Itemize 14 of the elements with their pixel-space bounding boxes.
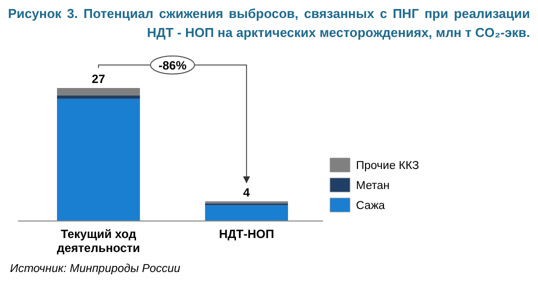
text: -86% bbox=[158, 58, 187, 72]
annotation: 27 bbox=[92, 72, 106, 86]
bar bbox=[57, 95, 140, 99]
legend-label: Прочие ККЗ bbox=[356, 160, 420, 172]
bar bbox=[205, 205, 288, 221]
x-tick-label: НДТ-НОП bbox=[218, 227, 274, 241]
annotation: 4 bbox=[243, 185, 250, 200]
x-tick-label: Текущий ход деятельности bbox=[56, 227, 140, 255]
chart-title: Рисунок 3. Потенциал сжижения выбросов, связанных с ПНГ при реализации НДТ - НОП на арктических месторождениях, млн т CO₂-экв. bbox=[8, 5, 530, 42]
bar bbox=[57, 88, 140, 96]
bar bbox=[57, 98, 140, 221]
text: Источник: Минприроды России bbox=[10, 263, 181, 275]
legend-label: Сажа bbox=[356, 200, 386, 212]
legend-label: Метан bbox=[356, 180, 390, 192]
